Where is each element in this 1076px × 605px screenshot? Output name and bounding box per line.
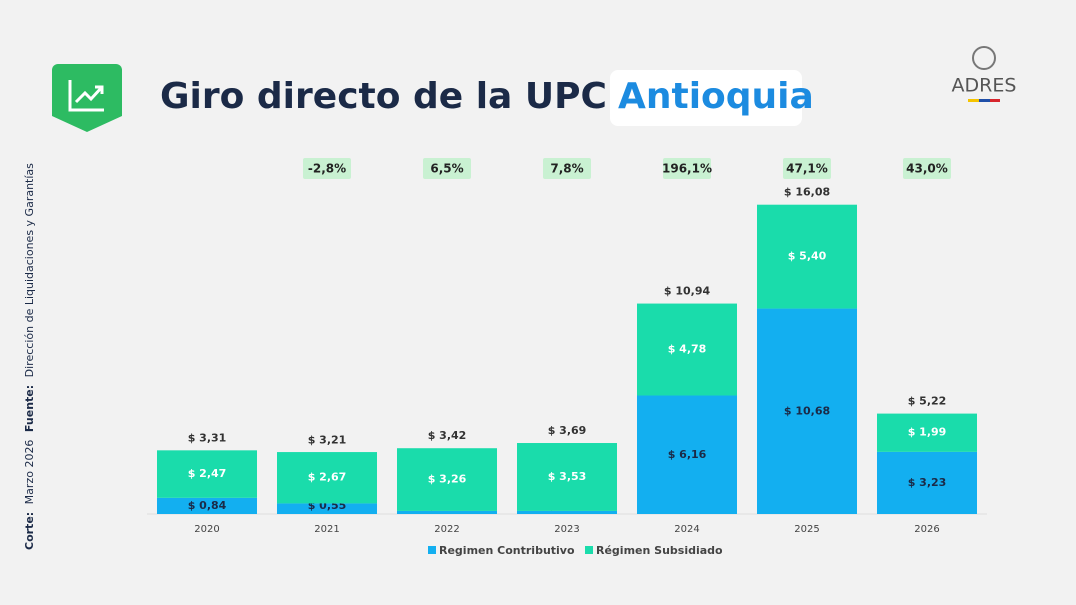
growth-badge: [783, 158, 831, 179]
bar-segment: [157, 450, 257, 498]
bar-segment: [757, 308, 857, 514]
bar-segment: [277, 503, 377, 514]
logo-text: ADRES: [952, 75, 1017, 97]
growth-badge: [543, 158, 591, 179]
bar-segment: [517, 510, 617, 514]
title-highlight: Antioquia: [618, 76, 814, 117]
source-note: Corte: Marzo 2026 Fuente: Dirección de L…: [23, 163, 36, 550]
growth-label: -2,8%: [308, 162, 346, 176]
growth-label: 7,8%: [550, 162, 583, 176]
x-tick-label: 2026: [914, 524, 939, 535]
growth-label: 6,5%: [430, 162, 463, 176]
x-tick-label: 2023: [554, 524, 579, 535]
x-tick-label: 2022: [434, 524, 459, 535]
data-label: $ 3,53: [548, 470, 587, 483]
cut: Marzo 2026: [23, 440, 36, 505]
data-label: $ 6,16: [668, 448, 707, 461]
data-label: $ 3,26: [428, 473, 467, 486]
total-label: $ 3,69: [548, 424, 587, 437]
x-tick-label: 2021: [314, 524, 339, 535]
growth-badge: [663, 158, 711, 179]
data-label: $ 2,47: [188, 467, 227, 480]
growth-badge: [903, 158, 951, 179]
logo: ADRES: [952, 46, 1017, 102]
total-label: $ 3,21: [308, 433, 347, 446]
bar-segment: [277, 452, 377, 504]
bar-segment: [877, 413, 977, 452]
total-label: $ 3,42: [428, 429, 467, 442]
cut-label: Corte:: [23, 512, 36, 550]
data-label: $ 4,78: [668, 343, 707, 356]
source: Dirección de Liquidaciones y Garantías: [23, 163, 36, 378]
bar-segment: [637, 395, 737, 514]
legend-swatch: [428, 546, 436, 554]
x-tick-label: 2020: [194, 524, 219, 535]
total-label: $ 3,31: [188, 431, 227, 444]
legend-label: Régimen Subsidiado: [596, 544, 723, 557]
bar-segment: [877, 451, 977, 514]
bar-segment: [157, 497, 257, 514]
total-label: $ 10,94: [664, 285, 711, 298]
total-label: $ 5,22: [908, 395, 947, 408]
bar-segment: [397, 510, 497, 514]
growth-badge: [423, 158, 471, 179]
growth-label: 47,1%: [786, 162, 828, 176]
bar-segment: [637, 303, 737, 396]
data-label: $ 2,67: [308, 471, 347, 484]
data-label: $ 1,99: [908, 426, 947, 439]
highlight-box: [610, 70, 802, 126]
source-label: Fuente:: [23, 385, 36, 432]
data-label: $ 10,68: [784, 404, 830, 417]
title: Giro directo de la UPC en: [160, 76, 670, 117]
x-tick-label: 2024: [674, 524, 699, 535]
legend-swatch: [585, 546, 593, 554]
icon: [52, 64, 122, 132]
bar-segment: [397, 448, 497, 511]
data-label: $ 0,84: [188, 499, 227, 512]
bar-segment: [757, 204, 857, 309]
data-label: $ 3,23: [908, 476, 947, 489]
data-label: $ 5,40: [788, 250, 827, 263]
x-tick-label: 2025: [794, 524, 819, 535]
growth-label: 196,1%: [662, 162, 712, 176]
growth-badge: [303, 158, 351, 179]
total-label: $ 16,08: [784, 186, 830, 199]
legend-label: Regimen Contributivo: [439, 544, 575, 557]
bar-segment: [517, 443, 617, 511]
growth-label: 43,0%: [906, 162, 948, 176]
